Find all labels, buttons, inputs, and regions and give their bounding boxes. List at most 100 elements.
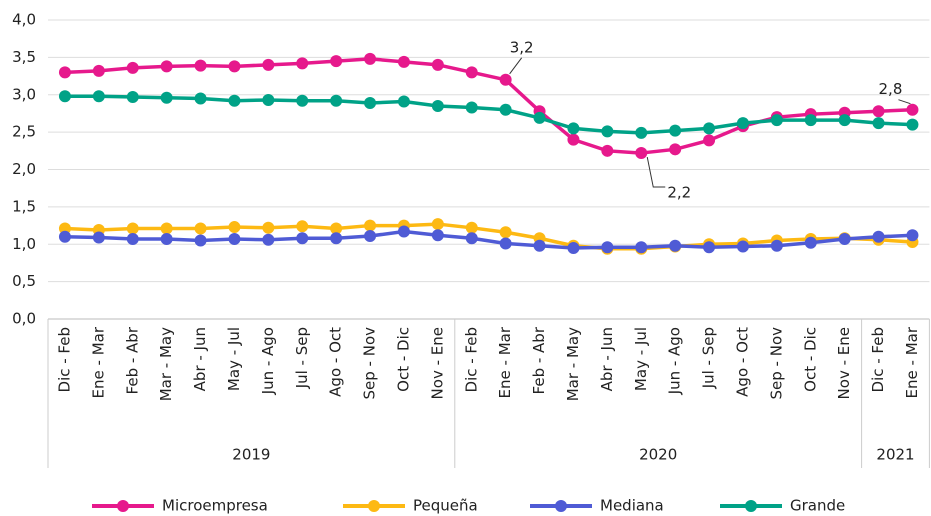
y-tick-label: 3,0 <box>12 85 36 103</box>
marker <box>126 61 139 74</box>
marker <box>567 241 580 254</box>
x-tick-label: Jul - Sep <box>293 327 311 389</box>
marker <box>770 114 783 127</box>
marker <box>228 94 241 107</box>
marker <box>58 90 71 103</box>
x-tick-label: Jun - Ago <box>666 327 684 395</box>
y-tick-label: 4,0 <box>12 11 36 29</box>
marker <box>194 92 207 105</box>
marker <box>533 239 546 252</box>
marker <box>770 239 783 252</box>
marker <box>58 66 71 79</box>
marker <box>601 241 614 254</box>
marker <box>431 229 444 242</box>
marker <box>499 237 512 250</box>
marker <box>499 226 512 239</box>
marker <box>58 222 71 235</box>
marker <box>703 122 716 135</box>
group-label: 2019 <box>232 446 270 464</box>
y-tick-label: 0,0 <box>12 310 36 328</box>
marker <box>160 222 173 235</box>
marker <box>635 126 648 139</box>
group-label: 2021 <box>876 446 914 464</box>
leader-line <box>646 156 666 188</box>
x-tick-label: Oct - Dic <box>801 327 819 392</box>
x-tick-label: Mar - May <box>157 327 175 401</box>
x-tick-label: Feb - Abr <box>123 326 141 394</box>
data-label: 3,2 <box>510 38 534 56</box>
marker <box>669 239 682 252</box>
legend-label: Grande <box>790 497 845 515</box>
marker <box>906 229 919 242</box>
y-tick-label: 2,5 <box>12 123 36 141</box>
legend-marker <box>368 500 380 512</box>
x-tick-label: May - Jul <box>225 327 243 391</box>
marker <box>431 58 444 71</box>
marker <box>397 225 410 238</box>
marker <box>330 232 343 245</box>
x-tick-label: Ago - Oct <box>733 327 751 397</box>
x-tick-label: Nov - Ene <box>835 327 853 399</box>
legend-label: Mediana <box>600 497 664 515</box>
marker <box>465 232 478 245</box>
marker <box>804 236 817 249</box>
marker <box>228 60 241 73</box>
legend-marker <box>745 500 757 512</box>
data-label: 2,2 <box>667 184 691 202</box>
x-tick-label: Dic - Feb <box>869 327 887 392</box>
marker <box>228 221 241 234</box>
marker <box>736 117 749 130</box>
marker <box>194 234 207 247</box>
marker <box>228 233 241 246</box>
x-tick-label: Dic - Feb <box>55 327 73 392</box>
marker <box>703 241 716 254</box>
marker <box>330 222 343 235</box>
marker <box>872 105 885 118</box>
marker <box>906 118 919 131</box>
legend-marker <box>555 500 567 512</box>
legend-label: Microempresa <box>162 497 268 515</box>
x-tick-label: Nov - Ene <box>428 327 446 399</box>
leader-line <box>898 99 911 105</box>
x-tick-label: Ene - Mar <box>89 326 107 398</box>
marker <box>397 55 410 68</box>
x-tick-label: Dic - Feb <box>462 327 480 392</box>
legend-marker <box>117 500 129 512</box>
marker <box>296 232 309 245</box>
marker <box>397 95 410 108</box>
x-tick-label: May - Jul <box>632 327 650 391</box>
marker <box>364 230 377 243</box>
legend-label: Pequeña <box>413 497 478 515</box>
marker <box>126 233 139 246</box>
marker <box>364 219 377 232</box>
marker <box>736 240 749 253</box>
x-tick-label: Abr - Jun <box>598 327 616 391</box>
marker <box>330 94 343 107</box>
x-tick-label: Ene - Mar <box>496 326 514 398</box>
marker <box>126 222 139 235</box>
data-label: 2,8 <box>879 80 903 98</box>
marker <box>499 73 512 86</box>
x-tick-label: Abr - Jun <box>191 327 209 391</box>
marker <box>431 99 444 112</box>
marker <box>872 230 885 243</box>
y-tick-label: 2,0 <box>12 160 36 178</box>
x-tick-label: Ago - Oct <box>327 327 345 397</box>
marker <box>601 125 614 138</box>
marker <box>92 231 105 244</box>
group-label: 2020 <box>639 446 677 464</box>
marker <box>160 91 173 104</box>
x-tick-label: Jun - Ago <box>259 327 277 395</box>
marker <box>635 147 648 160</box>
x-tick-label: Feb - Abr <box>530 326 548 394</box>
marker <box>160 233 173 246</box>
series-line <box>64 94 913 135</box>
marker <box>804 114 817 127</box>
x-tick-label: Jul - Sep <box>700 327 718 389</box>
x-tick-label: Sep - Nov <box>767 327 785 400</box>
marker <box>635 241 648 254</box>
marker <box>330 55 343 68</box>
marker <box>567 133 580 146</box>
marker <box>126 90 139 103</box>
